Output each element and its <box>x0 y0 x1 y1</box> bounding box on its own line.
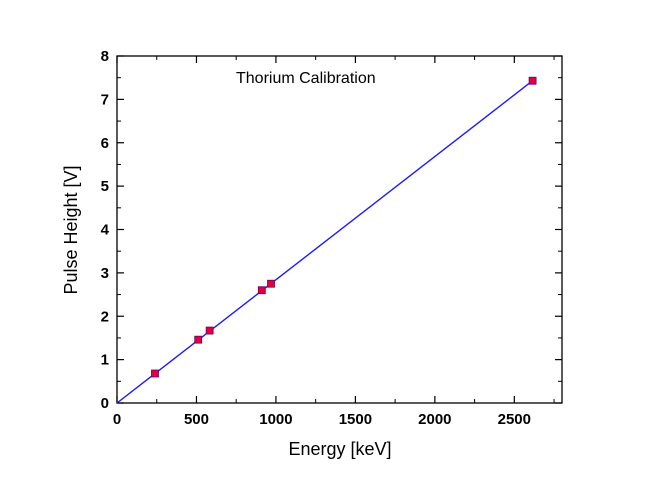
chart-annotation: Thorium Calibration <box>236 70 376 87</box>
data-point <box>257 286 266 295</box>
y-axis-label: Pulse Height [V] <box>61 165 81 294</box>
x-tick-label: 2500 <box>498 411 531 428</box>
x-tick-label: 500 <box>184 411 209 428</box>
data-point <box>528 76 537 85</box>
y-tick-label: 3 <box>101 265 109 282</box>
x-axis-label: Energy [keV] <box>288 439 391 459</box>
fit-line <box>116 80 534 404</box>
y-tick-label: 4 <box>101 222 110 239</box>
data-point <box>194 335 203 344</box>
y-tick-label: 0 <box>101 395 109 412</box>
y-tick-label: 7 <box>101 91 109 108</box>
x-tick-label: 2000 <box>418 411 451 428</box>
data-point <box>205 326 214 335</box>
y-tick-label: 5 <box>101 178 109 195</box>
data-point <box>151 369 159 378</box>
x-tick-label: 1500 <box>339 411 372 428</box>
y-tick-label: 1 <box>101 352 109 369</box>
y-tick-label: 8 <box>101 48 109 65</box>
y-tick-label: 6 <box>101 135 109 152</box>
y-tick-label: 2 <box>101 308 109 325</box>
x-tick-label: 1000 <box>259 411 292 428</box>
x-tick-label: 0 <box>113 411 121 428</box>
data-point <box>267 279 275 288</box>
